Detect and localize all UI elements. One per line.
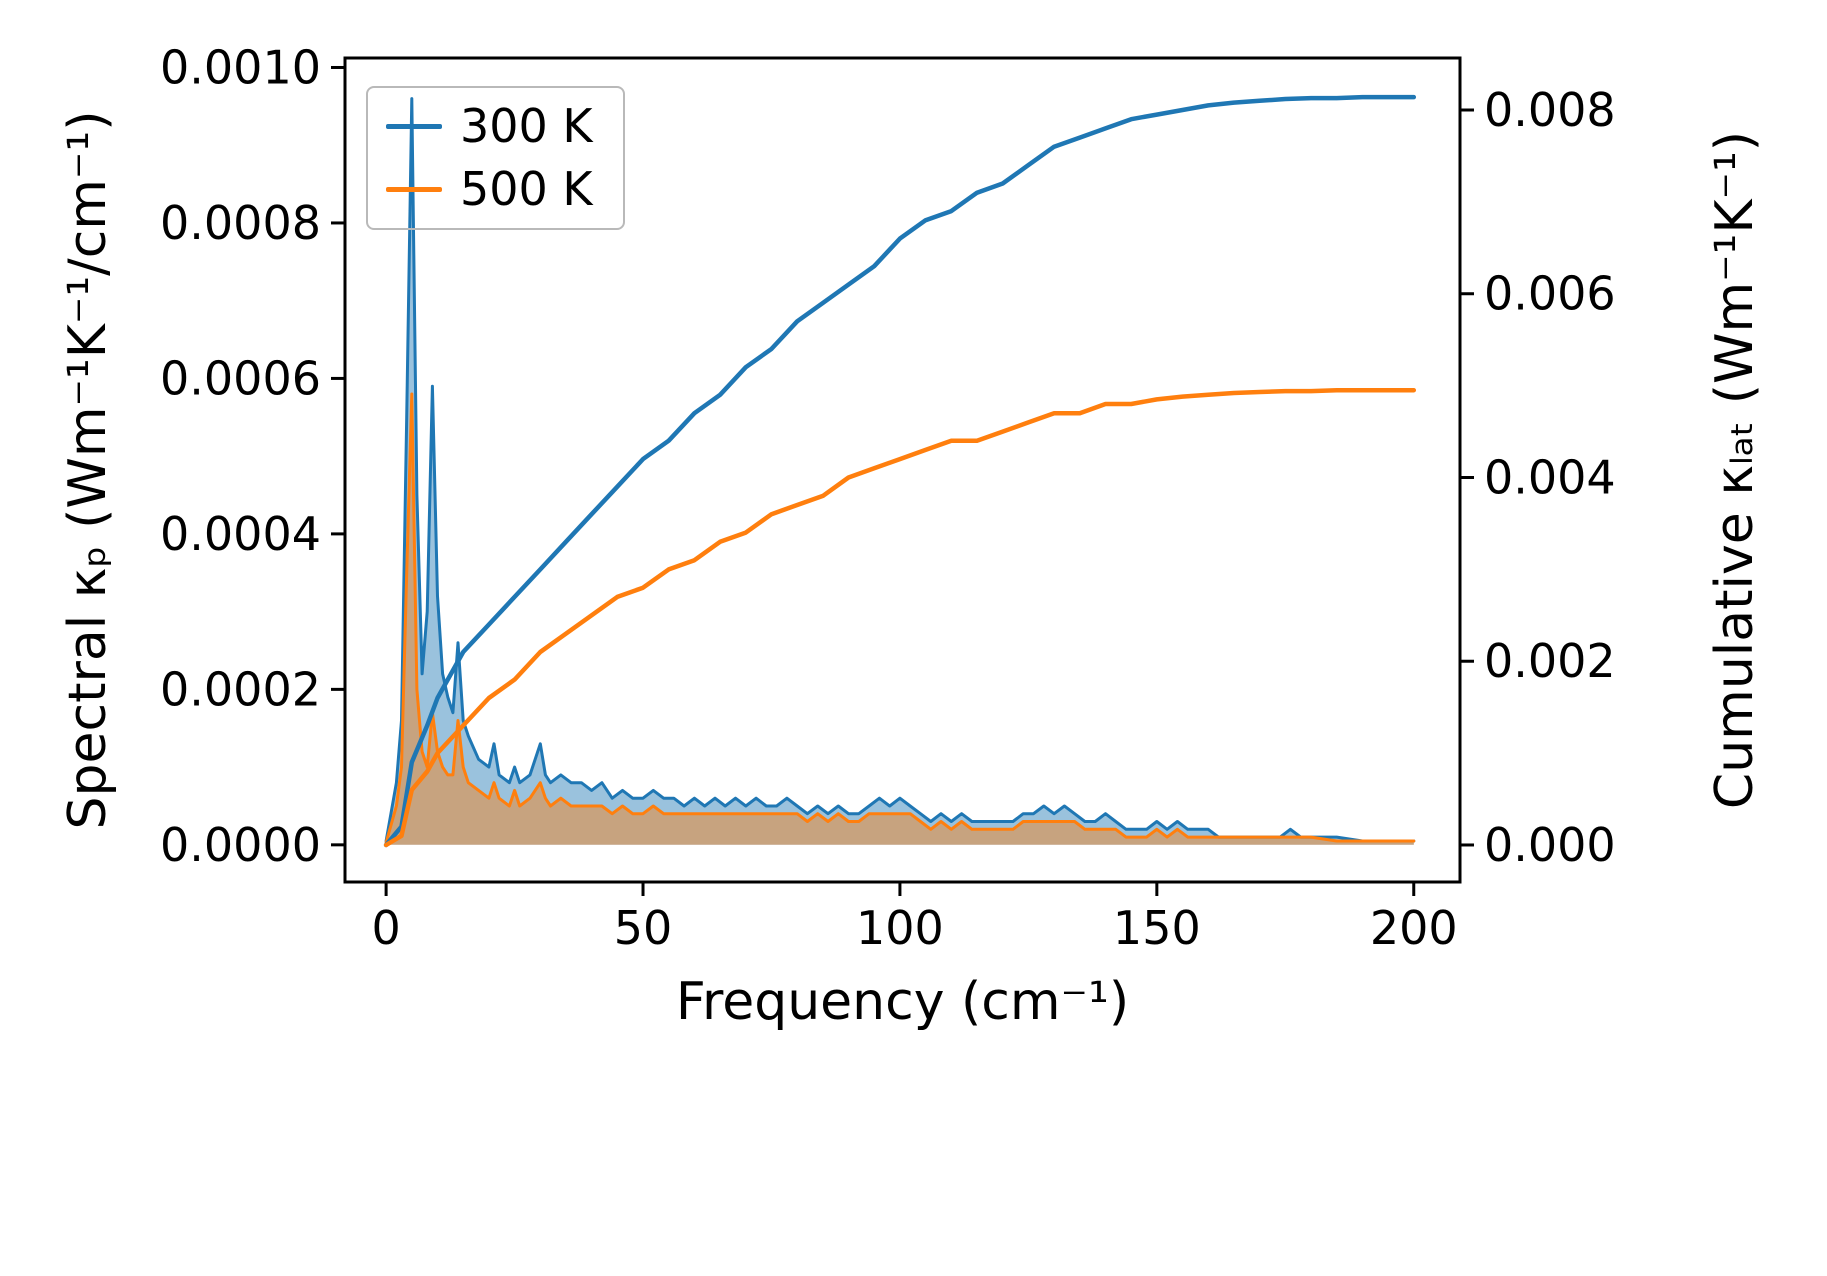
- spectral-fill-300k: [386, 98, 1414, 845]
- y-tick-label-left: 0.0004: [160, 507, 321, 561]
- spectral-fill-500k: [386, 394, 1414, 845]
- spectral-line-500k: [384, 392, 1416, 844]
- legend: 300 K 500 K: [366, 86, 625, 230]
- x-tick-label: 0: [371, 901, 400, 955]
- legend-item-300k: 300 K: [386, 100, 593, 153]
- x-axis-label: Frequency (cm⁻¹): [675, 972, 1130, 1032]
- legend-label-500k: 500 K: [460, 161, 593, 216]
- x-tick-label: 50: [614, 901, 673, 955]
- y-tick-label-left: 0.0008: [160, 196, 321, 250]
- y-tick-label-right: 0.006: [1484, 267, 1616, 321]
- x-tick-label: 200: [1370, 901, 1458, 955]
- x-tick-label: 100: [856, 901, 944, 955]
- cumulative-line-300k: [383, 94, 1417, 848]
- y-tick-label-right: 0.000: [1484, 818, 1616, 872]
- y-tick-label-left: 0.0010: [160, 40, 321, 94]
- y-tick-label-right: 0.002: [1484, 634, 1616, 688]
- cumulative-line-500k: [383, 387, 1417, 848]
- x-tick-label: 150: [1113, 901, 1201, 955]
- y-axis-label-left: Spectral κₚ (Wm⁻¹K⁻¹/cm⁻¹): [58, 110, 118, 830]
- legend-label-300k: 300 K: [460, 99, 593, 153]
- legend-item-500k: 500 K: [386, 161, 593, 216]
- plot-border: [343, 56, 1462, 884]
- y-tick-label-right: 0.008: [1484, 83, 1616, 137]
- y-tick-label-right: 0.004: [1484, 450, 1616, 504]
- y-tick-label-left: 0.0000: [160, 818, 321, 872]
- legend-line-swatch-300k: [386, 123, 442, 129]
- y-tick-label-left: 0.0006: [160, 351, 321, 405]
- y-axis-label-right: Cumulative κₗₐₜ (Wm⁻¹K⁻¹): [1705, 130, 1765, 810]
- spectral-line-300k: [384, 97, 1416, 843]
- legend-line-swatch-500k: [386, 186, 442, 192]
- y-tick-label-left: 0.0002: [160, 662, 321, 716]
